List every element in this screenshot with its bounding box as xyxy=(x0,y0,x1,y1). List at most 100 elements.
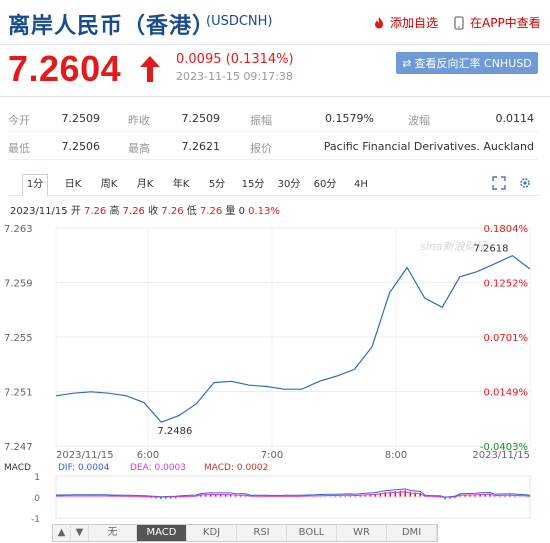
pct-tick-label: -0.0403% xyxy=(480,442,528,453)
wave-label: 波幅 xyxy=(408,114,430,127)
info-high-key: 高 xyxy=(109,206,120,217)
macd-y-tick: 0 xyxy=(34,494,40,504)
scroll-up-button[interactable]: ▲ xyxy=(53,525,71,541)
up-arrow-icon xyxy=(140,56,160,82)
tab-weekly[interactable]: 周K xyxy=(100,179,118,190)
tab-30min[interactable]: 30分 xyxy=(277,179,301,190)
stats-row-2: 最低 7.2506 最高 7.2621 报价 Pacific Financial… xyxy=(8,132,538,160)
macd-value-label: MACD: 0.0002 xyxy=(204,463,268,473)
info-open-key: 开 xyxy=(70,206,81,217)
open-label: 今开 xyxy=(8,114,30,127)
info-high-value: 7.26 xyxy=(122,206,145,217)
reverse-rate-label: 查看反向汇率 CNHUSD xyxy=(414,57,532,70)
x-tick-label: 7:00 xyxy=(261,450,283,460)
prev-close-value: 7.2509 xyxy=(181,112,221,125)
settings-gear-icon[interactable] xyxy=(518,176,532,190)
indicator-kdj[interactable]: KDJ xyxy=(187,525,237,541)
min-label: 7.2486 xyxy=(157,426,192,437)
macd-dea-line xyxy=(56,491,531,498)
current-price: 7.2604 xyxy=(8,48,122,89)
tab-daily[interactable]: 日K xyxy=(64,179,82,190)
indicator-none[interactable]: 无 xyxy=(89,525,137,541)
x-tick-label: 8:00 xyxy=(385,450,407,460)
pct-tick-label: 0.0701% xyxy=(484,333,529,344)
quote-source-label: 报价 xyxy=(250,142,272,155)
open-value: 7.2509 xyxy=(61,112,101,125)
info-volume-key: 量 xyxy=(225,206,236,217)
tab-monthly[interactable]: 月K xyxy=(136,179,154,190)
reverse-rate-button[interactable]: ⇄ 查看反向汇率 CNHUSD xyxy=(396,52,538,74)
pct-tick-label: 0.1804% xyxy=(484,224,529,235)
macd-dif-label: DIF: 0.0004 xyxy=(58,463,110,473)
indicator-bar: ▲ ▼ 无 MACD KDJ RSI BOLL WR DMI xyxy=(52,524,438,542)
view-in-app-button[interactable]: 在APP中查看 xyxy=(452,14,541,31)
x-tick-label: 2023/11/15 xyxy=(472,450,530,460)
pct-tick-label: 0.0149% xyxy=(484,388,529,399)
quote-time: 2023-11-15 09:17:38 xyxy=(176,70,293,83)
scroll-down-button[interactable]: ▼ xyxy=(71,525,89,541)
y-tick-label: 7.251 xyxy=(4,388,33,399)
tab-15min[interactable]: 15分 xyxy=(241,179,265,190)
info-percent: 0.13% xyxy=(248,206,280,217)
low-value: 7.2506 xyxy=(61,140,101,153)
amplitude-label: 振幅 xyxy=(250,114,272,127)
x-tick-label: 2023/11/15 xyxy=(56,450,114,460)
fullscreen-icon[interactable] xyxy=(492,176,506,190)
indicator-dmi[interactable]: DMI xyxy=(387,525,437,541)
tab-5min[interactable]: 5分 xyxy=(208,179,226,190)
quote-divider xyxy=(0,96,550,97)
header-divider xyxy=(0,44,550,45)
macd-dif-line xyxy=(56,488,531,498)
macd-y-tick: -1 xyxy=(31,515,40,522)
header: 离岸人民币（香港） (USDCNH) 添加自选 在APP中查看 xyxy=(0,0,550,44)
macd-dea-label: DEA: 0.0003 xyxy=(130,463,186,473)
amplitude-value: 0.1579% xyxy=(325,112,374,125)
stats-row-1: 今开 7.2509 昨收 7.2509 振幅 0.1579% 波幅 0.0114 xyxy=(8,104,538,132)
indicator-wr[interactable]: WR xyxy=(337,525,387,541)
phone-icon xyxy=(454,15,464,30)
wave-value: 0.0114 xyxy=(495,112,535,125)
page-title: 离岸人民币（香港） xyxy=(8,14,216,39)
ohlc-info: 2023/11/15 开 7.26 高 7.26 收 7.26 低 7.26 量… xyxy=(10,202,280,217)
indicator-rsi[interactable]: RSI xyxy=(237,525,287,541)
indicator-macd[interactable]: MACD xyxy=(137,525,187,541)
macd-chart[interactable]: MACD DIF: 0.0004 DEA: 0.0003 MACD: 0.0002 1 0… xyxy=(0,460,550,522)
y-tick-label: 7.263 xyxy=(4,224,33,235)
prev-close-label: 昨收 xyxy=(128,114,150,127)
price-line xyxy=(55,255,531,423)
period-tabs: 1分 日K 周K 月K 年K 5分 15分 30分 60分 4H xyxy=(8,172,540,196)
swap-icon: ⇄ xyxy=(402,56,412,70)
tab-1min[interactable]: 1分 xyxy=(22,174,48,196)
info-close-key: 收 xyxy=(148,206,159,217)
symbol-code: (USDCNH) xyxy=(206,14,273,29)
info-low-key: 低 xyxy=(186,206,197,217)
tab-yearly[interactable]: 年K xyxy=(172,179,190,190)
x-tick-label: 6:00 xyxy=(137,450,159,460)
y-tick-label: 7.255 xyxy=(4,333,33,344)
high-label: 最高 xyxy=(128,142,150,155)
info-close-value: 7.26 xyxy=(161,206,184,217)
quote-source-value: Pacific Financial Derivatives. Auckland xyxy=(323,140,534,153)
max-label: 7.2618 xyxy=(473,244,508,255)
info-volume-value: 0 xyxy=(238,206,245,217)
info-low-value: 7.26 xyxy=(199,206,223,217)
price-change: 0.0095 (0.1314%) xyxy=(176,52,294,67)
price-chart[interactable]: 7.263 0.1804% 7.259 0.1252% 7.255 0.0701% 7.25… xyxy=(0,216,550,460)
indicator-boll[interactable]: BOLL xyxy=(287,525,337,541)
add-favorite-label: 添加自选 xyxy=(390,16,439,30)
flame-icon xyxy=(375,16,383,28)
y-tick-label: 7.247 xyxy=(4,442,33,453)
watermark: sina新浪财经 xyxy=(420,240,487,253)
y-tick-label: 7.259 xyxy=(4,279,33,290)
add-favorite-button[interactable]: 添加自选 xyxy=(372,14,438,31)
info-date: 2023/11/15 xyxy=(10,206,68,217)
high-value: 7.2621 xyxy=(181,140,221,153)
stats-table: 今开 7.2509 昨收 7.2509 振幅 0.1579% 波幅 0.0114… xyxy=(8,104,538,160)
view-in-app-label: 在APP中查看 xyxy=(470,16,541,30)
macd-title: MACD xyxy=(4,463,31,473)
macd-y-tick: 1 xyxy=(34,473,40,483)
tab-4h[interactable]: 4H xyxy=(354,179,368,190)
tab-60min[interactable]: 60分 xyxy=(313,179,337,190)
info-open-value: 7.26 xyxy=(84,206,107,217)
low-label: 最低 xyxy=(8,142,30,155)
